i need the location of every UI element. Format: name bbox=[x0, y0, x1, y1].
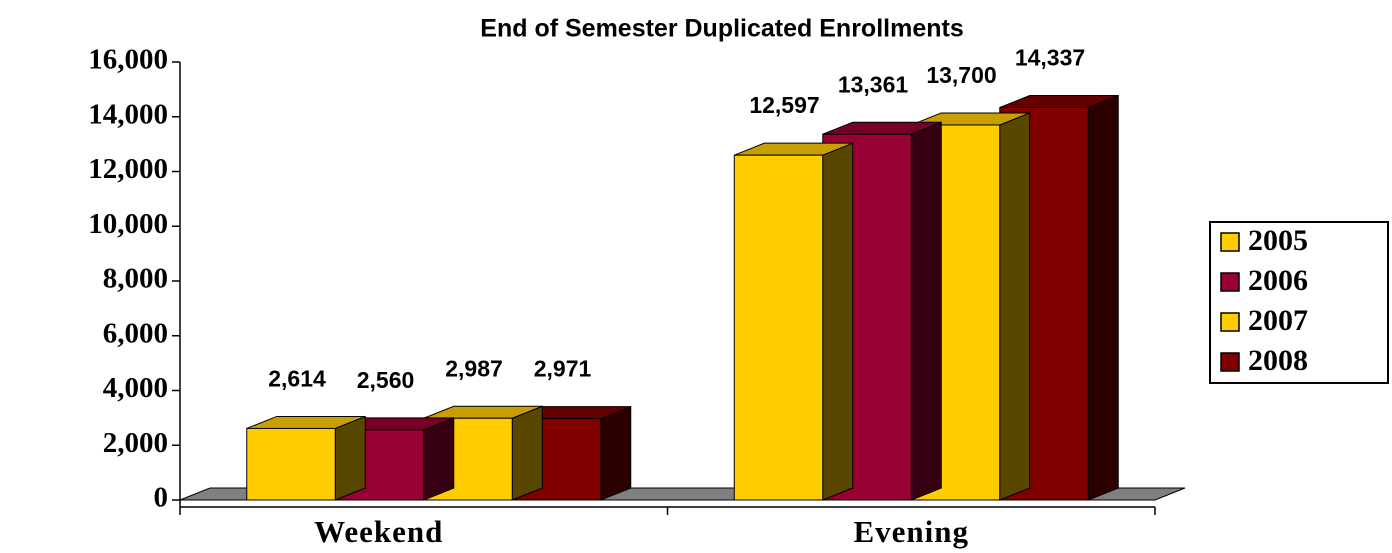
legend-swatch bbox=[1220, 272, 1240, 292]
chart-title: End of Semester Duplicated Enrollments bbox=[480, 15, 963, 43]
value-label: 2,614 bbox=[268, 366, 326, 392]
legend-swatch bbox=[1220, 312, 1240, 332]
y-tick-label: 8,000 bbox=[103, 263, 168, 295]
value-label: 12,597 bbox=[749, 92, 819, 118]
bar bbox=[246, 427, 336, 501]
legend-swatch bbox=[1220, 352, 1240, 372]
y-tick-label: 6,000 bbox=[103, 317, 168, 349]
value-label: 2,971 bbox=[534, 356, 592, 382]
bar-side bbox=[423, 417, 455, 501]
bar bbox=[733, 154, 824, 501]
bar-side bbox=[822, 142, 854, 501]
bar-side bbox=[334, 415, 366, 501]
bar-side bbox=[910, 121, 942, 501]
bar-side bbox=[600, 405, 632, 501]
legend-label: 2006 bbox=[1248, 264, 1308, 297]
value-label: 14,337 bbox=[1015, 45, 1085, 71]
legend-label: 2007 bbox=[1248, 304, 1308, 337]
y-tick-label: 10,000 bbox=[88, 208, 168, 240]
x-tick-label: Evening bbox=[853, 514, 969, 549]
x-tick-label: Weekend bbox=[314, 514, 443, 549]
value-label: 2,560 bbox=[357, 367, 415, 393]
y-tick-label: 4,000 bbox=[103, 372, 168, 404]
legend-swatch bbox=[1220, 232, 1240, 252]
legend-label: 2005 bbox=[1248, 224, 1308, 257]
y-tick-label: 12,000 bbox=[88, 153, 168, 185]
bar-side bbox=[1087, 94, 1119, 501]
value-label: 13,700 bbox=[926, 62, 996, 88]
y-tick-label: 16,000 bbox=[88, 44, 168, 76]
y-tick-label: 0 bbox=[154, 482, 169, 514]
bar-side bbox=[999, 112, 1031, 501]
bar-side bbox=[511, 405, 543, 501]
legend-label: 2008 bbox=[1248, 344, 1308, 377]
y-tick-label: 14,000 bbox=[88, 98, 168, 130]
value-label: 13,361 bbox=[838, 71, 909, 97]
value-label: 2,987 bbox=[445, 355, 503, 381]
y-tick-label: 2,000 bbox=[103, 427, 168, 459]
